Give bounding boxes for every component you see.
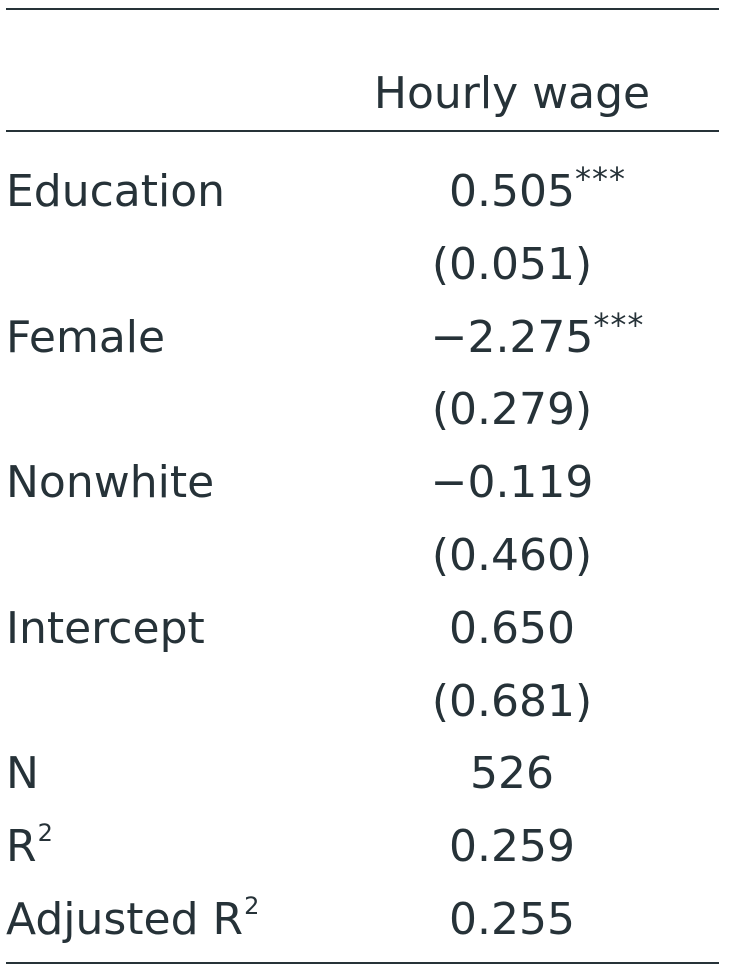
table-row: (0.681) — [0, 675, 732, 751]
header-rule — [6, 130, 719, 132]
stat-row: Adjusted R2 0.255 — [0, 892, 732, 969]
column-header: Hourly wage — [373, 68, 651, 119]
stat-label-text: Adjusted R — [6, 893, 244, 945]
stat-label: Adjusted R2 — [6, 892, 259, 950]
stat-label-text: N — [6, 748, 39, 800]
standard-error: (0.051) — [431, 238, 593, 290]
coefficient-value: −2.275 — [430, 311, 594, 363]
coefficient-value: 0.505 — [449, 166, 575, 217]
table-row: (0.460) — [0, 529, 732, 605]
superscript: 2 — [244, 891, 260, 920]
row-label: Intercept — [6, 602, 205, 654]
stat-value: 526 — [470, 748, 554, 800]
row-label: Education — [6, 166, 226, 217]
coefficient-cell: −0.119 — [300, 459, 724, 507]
table-row: Nonwhite −0.119 — [0, 459, 732, 532]
row-label: Nonwhite — [6, 457, 215, 509]
regression-table: Education 0.505 *** (0.051) Female −2.275… — [0, 160, 732, 969]
superscript: 2 — [37, 819, 53, 848]
coefficient-value: 0.650 — [449, 602, 575, 654]
bottom-rule — [6, 962, 719, 964]
stat-label-text: R — [6, 821, 37, 873]
stat-value: 0.255 — [449, 893, 575, 945]
row-label: Female — [6, 311, 166, 363]
table-row: (0.279) — [0, 386, 732, 459]
standard-error: (0.279) — [431, 384, 593, 436]
stat-value: 0.259 — [449, 821, 575, 873]
table-row: Female −2.275 *** — [0, 306, 732, 387]
table-row: (0.051) — [0, 238, 732, 314]
stat-label: N — [6, 750, 39, 798]
stat-label: R2 — [6, 819, 53, 877]
table-row: Intercept 0.650 — [0, 602, 732, 678]
top-rule — [6, 8, 719, 10]
coefficient-value: −0.119 — [430, 457, 594, 509]
standard-error: (0.681) — [431, 675, 593, 727]
coefficient-cell: 0.505 *** — [300, 160, 724, 217]
coefficient-cell: 0.650 — [300, 602, 724, 654]
significance-stars: *** — [593, 305, 645, 344]
stat-row: R2 0.259 — [0, 819, 732, 896]
significance-stars: *** — [574, 160, 626, 198]
stat-row: N 526 — [0, 750, 732, 823]
standard-error: (0.460) — [431, 529, 593, 581]
coefficient-cell: −2.275 *** — [300, 306, 724, 363]
table-row: Education 0.505 *** — [0, 160, 732, 241]
